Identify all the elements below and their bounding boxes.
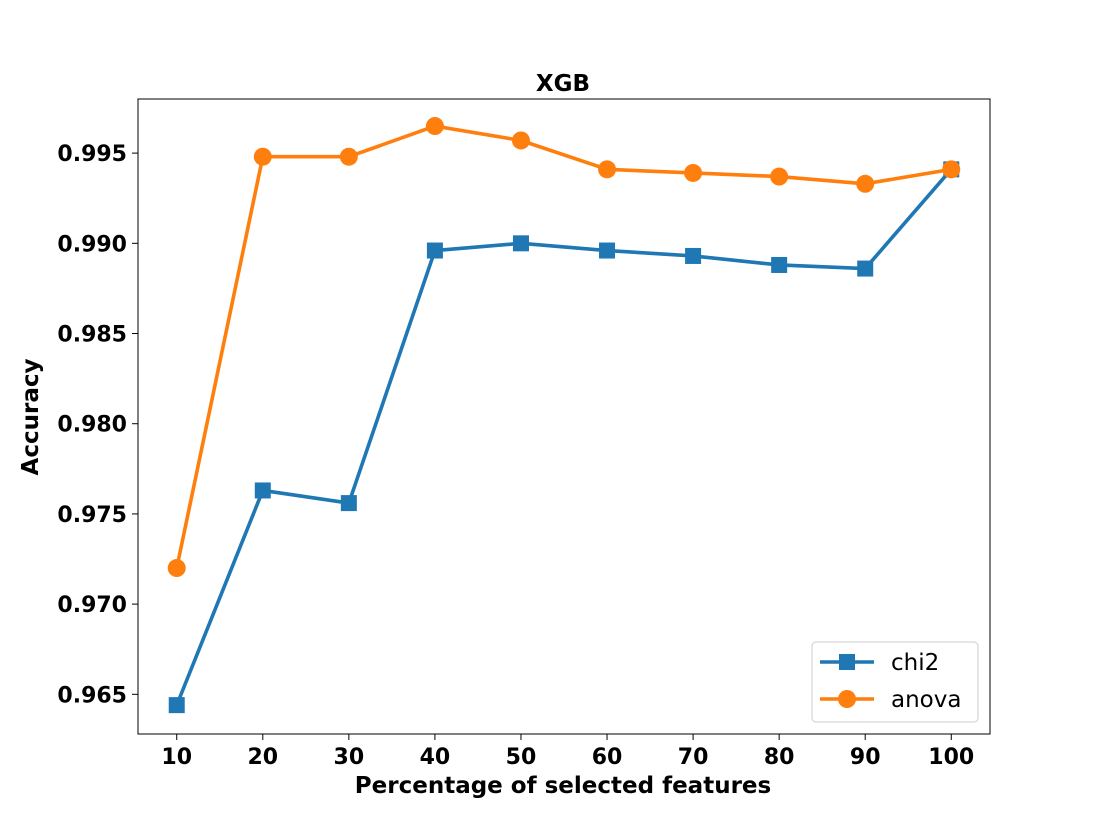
data-point-anova <box>942 160 961 179</box>
data-point-anova <box>511 131 530 150</box>
x-tick-label: 20 <box>247 745 278 770</box>
y-tick-label: 0.990 <box>57 232 127 257</box>
y-tick-label: 0.975 <box>57 503 127 528</box>
x-tick-label: 80 <box>764 745 795 770</box>
data-point-anova <box>856 174 875 193</box>
data-point-anova <box>339 147 358 166</box>
data-point-chi2 <box>254 482 271 499</box>
plot-area: 10 20 30 40 50 60 70 80 90 100 0.965 0.970 0.975 0.98… <box>57 98 991 770</box>
data-point-chi2 <box>426 242 443 259</box>
y-axis-title: Accuracy <box>18 359 44 476</box>
x-tick-label: 30 <box>334 745 365 770</box>
y-tick-label: 0.980 <box>57 413 127 438</box>
x-tick-label: 10 <box>161 745 192 770</box>
legend-marker-anova <box>838 690 856 708</box>
legend-label-anova: anova <box>891 687 961 713</box>
data-point-chi2 <box>685 247 702 264</box>
x-tick-label: 40 <box>420 745 451 770</box>
data-point-chi2 <box>168 697 185 714</box>
x-tick-label: 90 <box>850 745 881 770</box>
y-tick-label: 0.965 <box>57 683 127 708</box>
x-tick-label: 50 <box>506 745 537 770</box>
x-tick-label: 60 <box>592 745 623 770</box>
y-tick-label: 0.970 <box>57 593 127 618</box>
y-tick-label: 0.995 <box>57 142 127 167</box>
data-point-chi2 <box>599 242 616 259</box>
legend: chi2 anova <box>811 641 979 723</box>
data-point-chi2 <box>857 260 874 277</box>
data-point-anova <box>770 167 789 186</box>
x-tick-label: 70 <box>678 745 709 770</box>
y-tick-label: 0.985 <box>57 323 127 348</box>
data-point-anova <box>167 559 186 578</box>
data-point-anova <box>253 147 272 166</box>
x-axis-title: Percentage of selected features <box>355 773 771 799</box>
x-tick-label: 100 <box>928 745 974 770</box>
data-point-chi2 <box>340 495 357 512</box>
legend-label-chi2: chi2 <box>891 650 939 676</box>
data-point-anova <box>598 160 617 179</box>
plot-frame <box>137 98 991 735</box>
legend-marker-chi2 <box>839 654 855 670</box>
chart-title: XGB <box>536 71 590 97</box>
series-line-anova <box>174 124 952 569</box>
data-point-anova <box>425 117 444 136</box>
data-point-chi2 <box>771 256 788 273</box>
series-line-chi2 <box>175 168 953 706</box>
data-point-anova <box>684 163 703 182</box>
data-point-chi2 <box>512 235 529 252</box>
